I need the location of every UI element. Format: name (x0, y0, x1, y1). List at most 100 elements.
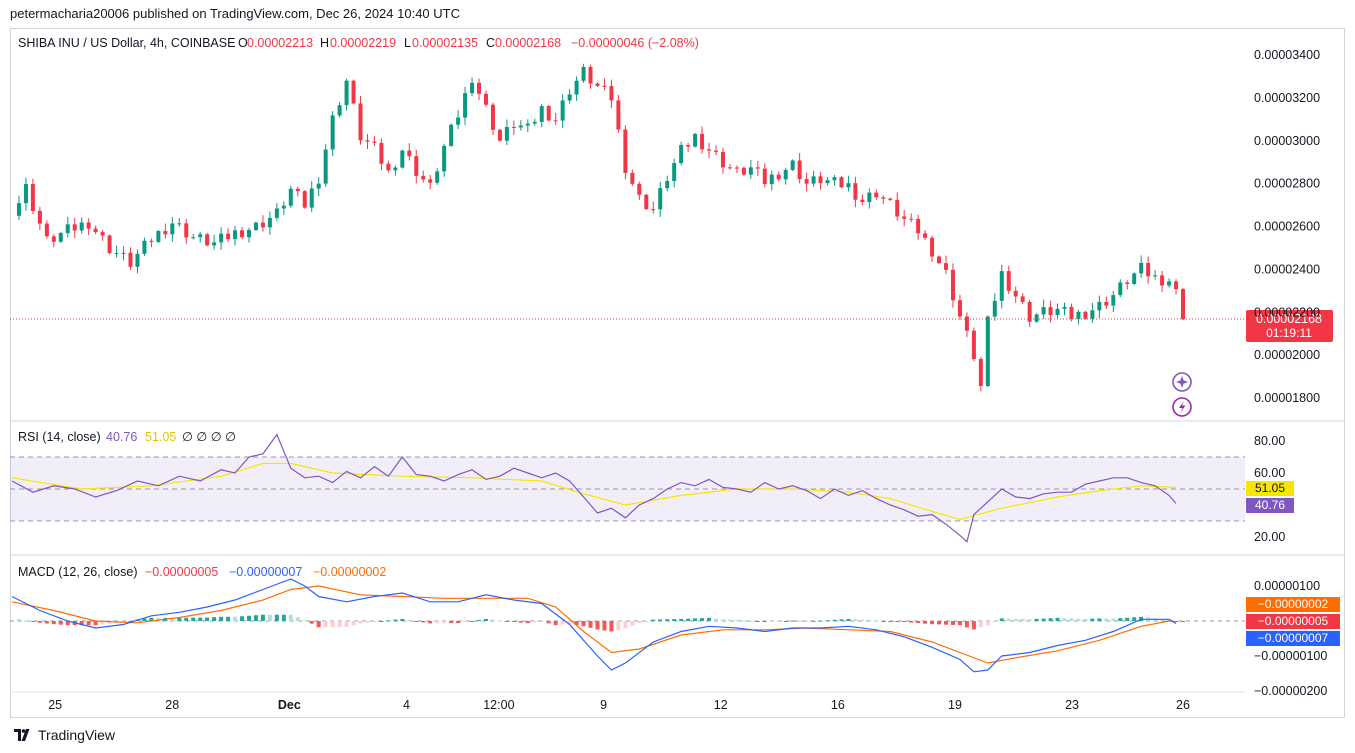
legend-l-value: 0.00002135 (412, 36, 478, 50)
macd-hist-bar (686, 618, 691, 621)
macd-hist-bar (184, 617, 189, 621)
candle-body (205, 234, 210, 246)
candle-body (693, 133, 698, 147)
candle-body (1153, 275, 1158, 277)
candle-body (400, 150, 405, 168)
macd-hist-bar (630, 621, 635, 626)
macd-hist-bar (602, 621, 607, 631)
candle-body (720, 151, 725, 168)
macd-hist-bar (497, 620, 502, 622)
macd-line (11, 578, 1177, 673)
candle-body (267, 217, 272, 228)
macd-label: MACD (12, 26, close) (18, 565, 137, 579)
macd-hist-bar (595, 621, 600, 630)
candle-body (1034, 314, 1039, 322)
chart-frame[interactable] (10, 28, 1345, 718)
macd-hist-bar (895, 621, 900, 623)
macd-hist-bar (246, 615, 251, 621)
candle-body (741, 167, 746, 175)
candle-body (344, 80, 349, 106)
candle-body (727, 167, 732, 169)
candle-body (51, 236, 56, 242)
candle-body (930, 237, 935, 257)
macd-hist-bar (302, 619, 307, 621)
price-tick-label: 0.00002600 (1254, 220, 1320, 234)
time-tick-label: 28 (165, 698, 179, 712)
macd-hist-bar (470, 621, 475, 622)
price-axis[interactable]: 0.00003400 0.00003200 0.00003000 0.00002800… (1254, 48, 1320, 405)
macd-hist-bar (999, 618, 1004, 621)
macd-hist-bar (762, 621, 767, 623)
macd-hist-bar (23, 620, 28, 622)
candle-body (1013, 290, 1018, 297)
macd-hist-bar (344, 621, 349, 627)
candle-body (212, 242, 217, 246)
price-tick-label: 0.00003400 (1254, 48, 1320, 62)
rsi-axis[interactable]: 80.00 60.00 20.00 (1254, 434, 1285, 544)
macd-hist-bar (1111, 618, 1116, 621)
time-tick-label: Dec (278, 698, 301, 712)
candle-body (149, 240, 154, 242)
candle-body (128, 252, 133, 267)
publisher-line: petermacharia20006 published on TradingV… (10, 6, 460, 21)
candle-body (86, 222, 91, 229)
lightning-icon[interactable] (1172, 397, 1192, 417)
candle-body (713, 150, 718, 152)
candle-body (407, 150, 412, 157)
macd-hist-bar (1069, 618, 1074, 621)
legend-c-label: C (486, 36, 495, 50)
macd-hist-bar (170, 617, 175, 621)
macd-hist-bar (379, 621, 384, 622)
macd-hist-bar (567, 621, 572, 625)
price-badge-bg (1246, 310, 1333, 342)
macd-signal-value: −0.00000002 (313, 565, 386, 579)
macd-hist-bar (707, 617, 712, 621)
candle-body (93, 228, 98, 233)
macd-hist-bar (477, 619, 482, 621)
candle-body (44, 223, 49, 237)
macd-hist-bar (818, 620, 823, 622)
macd-hist-bar (783, 621, 788, 622)
macd-hist-bar (142, 618, 147, 621)
candle-body (393, 167, 398, 171)
candle-body (414, 156, 419, 176)
macd-hist-bar (1013, 618, 1018, 621)
footer-brand-text: TradingView (38, 727, 116, 743)
macd-hist-bar (860, 619, 865, 621)
candle-body (504, 127, 509, 141)
candle-body (246, 229, 251, 238)
macd-hist-bar (65, 621, 70, 626)
macd-hist-bar (574, 621, 579, 626)
macd-hist-bar (539, 621, 544, 622)
candle-body (797, 160, 802, 180)
macd-hist-bar (811, 620, 816, 622)
macd-hist-bar (700, 618, 705, 621)
idea-icon[interactable] (1172, 372, 1192, 392)
macd-hist-bar (30, 621, 35, 622)
candle-body (762, 168, 767, 185)
macd-hist-badge-bg (1246, 614, 1340, 629)
macd-hist-bar (1041, 618, 1046, 621)
macd-hist-bar (219, 616, 224, 621)
macd-hist-bar (853, 619, 858, 621)
candle-body (595, 83, 600, 86)
macd-hist-bar (923, 621, 928, 624)
candle-body (999, 271, 1004, 301)
candle-body (1006, 271, 1011, 291)
footer-brand[interactable]: TradingView (14, 727, 115, 743)
candle-body (274, 208, 279, 218)
macd-hist-bar (386, 620, 391, 622)
macd-hist-bar (1174, 621, 1179, 623)
candle-body (233, 230, 238, 240)
macd-axis[interactable]: 0.00000100 −0.00000100 −0.00000200 (1254, 579, 1327, 698)
candle-body (853, 183, 858, 200)
legend-change: −0.00000046 (−2.08%) (571, 36, 699, 50)
candle-body (100, 232, 105, 236)
time-axis[interactable]: 25 28 Dec 4 12:00 9 12 16 19 23 26 (48, 698, 1190, 712)
candle-body (644, 194, 649, 210)
macd-hist-bar (1090, 618, 1095, 621)
candle-body (630, 172, 635, 184)
macd-hist-bar (804, 621, 809, 622)
candle-body (358, 103, 363, 141)
